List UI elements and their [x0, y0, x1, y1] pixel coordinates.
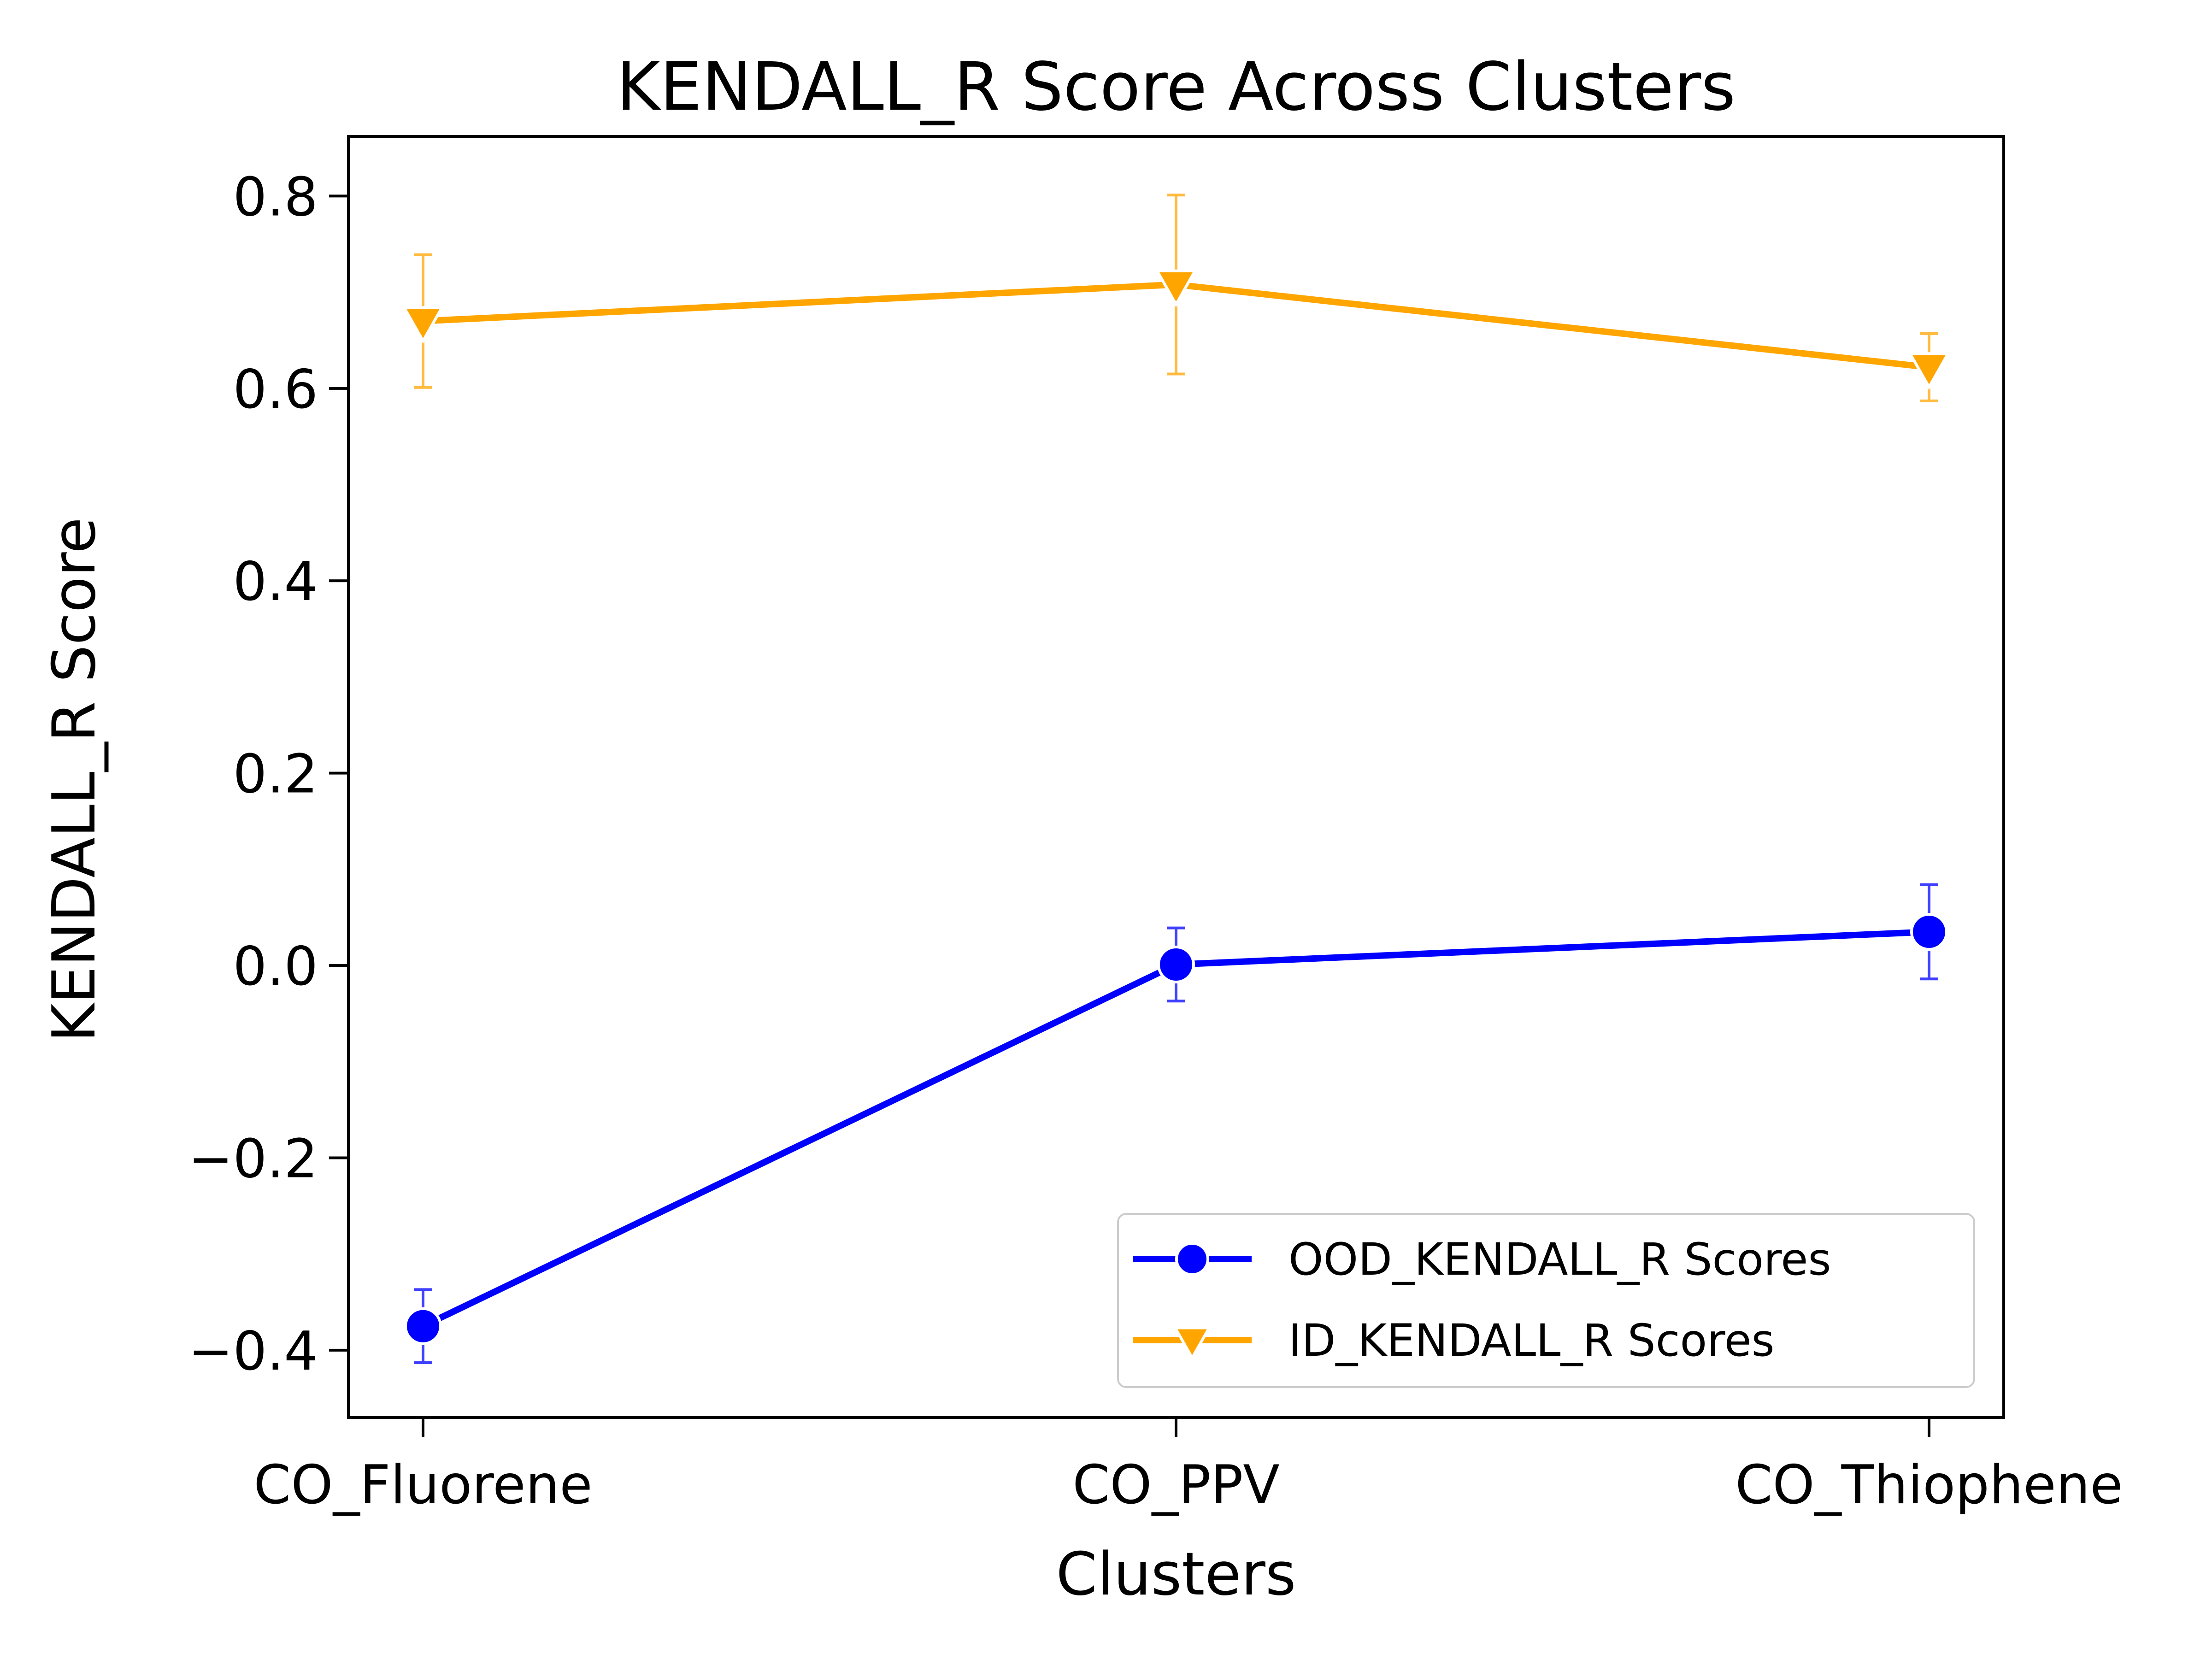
- y-tick-label: 0.6: [233, 359, 318, 421]
- y-tick-label: 0.2: [233, 743, 318, 806]
- y-axis-label: KENDALL_R Score: [40, 517, 109, 1042]
- data-point-1-0: [401, 306, 445, 344]
- x-tick-label: CO_PPV: [1072, 1454, 1280, 1516]
- data-point-1-1: [1154, 269, 1198, 307]
- series-1: [401, 194, 1951, 402]
- y-tick-label: 0.8: [233, 166, 318, 228]
- y-tick-label: 0.0: [233, 935, 318, 998]
- legend-label: ID_KENDALL_R Scores: [1288, 1315, 1775, 1366]
- legend-item-0: OOD_KENDALL_R Scores: [1133, 1234, 1831, 1285]
- legend-item-1: ID_KENDALL_R Scores: [1133, 1315, 1775, 1366]
- y-tick-label: −0.4: [188, 1320, 318, 1382]
- x-tick-label: CO_Thiophene: [1735, 1454, 2123, 1516]
- data-point-1-2: [1907, 352, 1951, 390]
- axes: −0.4 −0.2 0.0 0.2 0.4 0.6 0.8 CO_Fluorene CO_PPV…: [188, 135, 2123, 1516]
- x-tick-label: CO_Fluorene: [253, 1454, 592, 1516]
- data-point-0-2: [1910, 913, 1948, 951]
- legend-box: [1117, 1213, 1975, 1388]
- legend: OOD_KENDALL_R Scores ID_KENDALL_R Scores: [1117, 1213, 1975, 1388]
- y-tick-label: 0.4: [233, 551, 318, 613]
- legend-label: OOD_KENDALL_R Scores: [1288, 1234, 1831, 1285]
- chart-title: KENDALL_R Score Across Clusters: [617, 48, 1736, 125]
- plot-area: [401, 194, 1951, 1365]
- legend-marker: [1175, 1242, 1209, 1276]
- data-point-0-1: [1157, 945, 1195, 983]
- y-tick-label: −0.2: [188, 1128, 318, 1190]
- legend-marker: [1173, 1326, 1212, 1361]
- data-point-0-0: [404, 1307, 442, 1345]
- x-axis-label: Clusters: [1056, 1540, 1296, 1609]
- series-0: [404, 883, 1948, 1365]
